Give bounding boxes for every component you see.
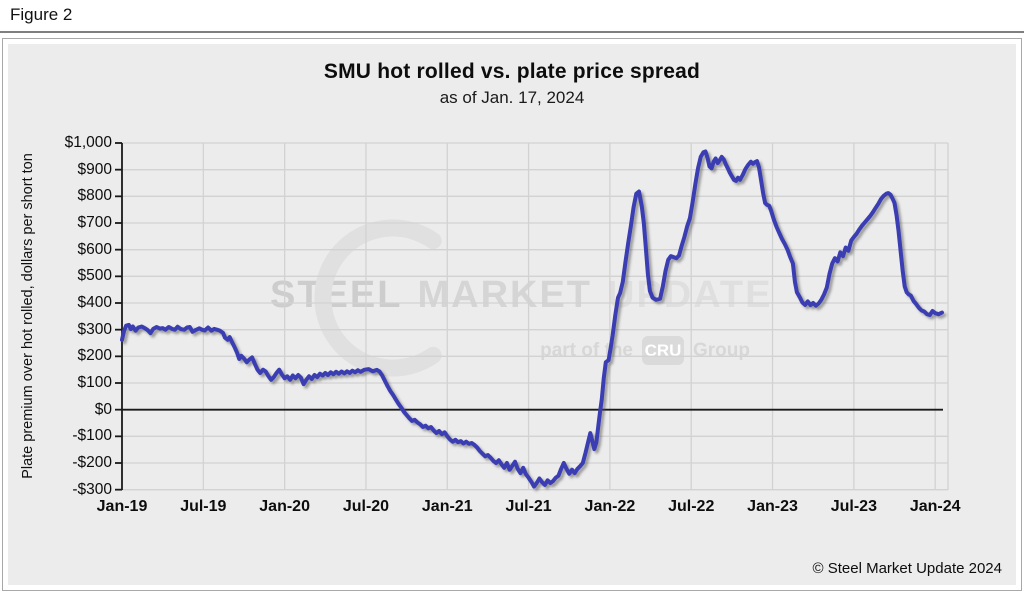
watermark-text: STEEL MARKET UPDATE [270,274,772,317]
chart-title: SMU hot rolled vs. plate price spread [323,60,701,83]
watermark-word: MARKET [417,274,593,316]
y-tick-label: $800 [77,187,112,205]
chart-box [2,38,1022,591]
y-tick-label: -$300 [72,480,112,498]
y-tick-label: $200 [77,347,112,365]
x-tick-label: Jan-22 [584,498,636,515]
x-tick-label: Jan-19 [96,498,148,515]
x-tick-label: Jul-20 [342,498,390,515]
y-tick-label: $0 [94,400,112,418]
y-tick-label: $600 [77,240,112,258]
x-tick-label: Jan-20 [259,498,310,515]
x-tick-label: Jan-23 [747,498,798,515]
x-tick-label: Jul-21 [505,498,552,515]
copyright: © Steel Market Update 2024 [812,560,1003,577]
y-tick-label: $900 [77,160,112,178]
y-tick-label: $1,000 [64,134,112,151]
y-tick-label: $100 [77,374,112,391]
watermark-word: STEEL [270,274,403,316]
y-tick-label: -$100 [72,427,112,445]
x-tick-label: Jul-22 [668,498,715,515]
figure-label: Figure 2 [10,5,73,24]
y-tick-label: $400 [77,294,112,311]
watermark-word: UPDATE [607,274,773,316]
divider [0,31,1024,33]
chart-subtitle: as of Jan. 17, 2024 [439,88,585,107]
price-spread-line [120,149,944,489]
cru-logo: CRU [642,336,684,365]
x-tick-label: Jan-21 [421,498,473,515]
crescent-moon-icon [314,219,442,377]
y-tick-label: $300 [77,320,112,338]
x-tick-label: Jan-24 [909,498,961,515]
watermark-tagline-suffix: Group [693,339,750,361]
y-tick-label: $700 [77,214,112,231]
y-tick-label: -$200 [72,454,112,471]
x-tick-label: Jul-19 [180,498,227,515]
x-tick-label: Jul-23 [830,498,877,515]
y-tick-label: $500 [77,267,112,285]
